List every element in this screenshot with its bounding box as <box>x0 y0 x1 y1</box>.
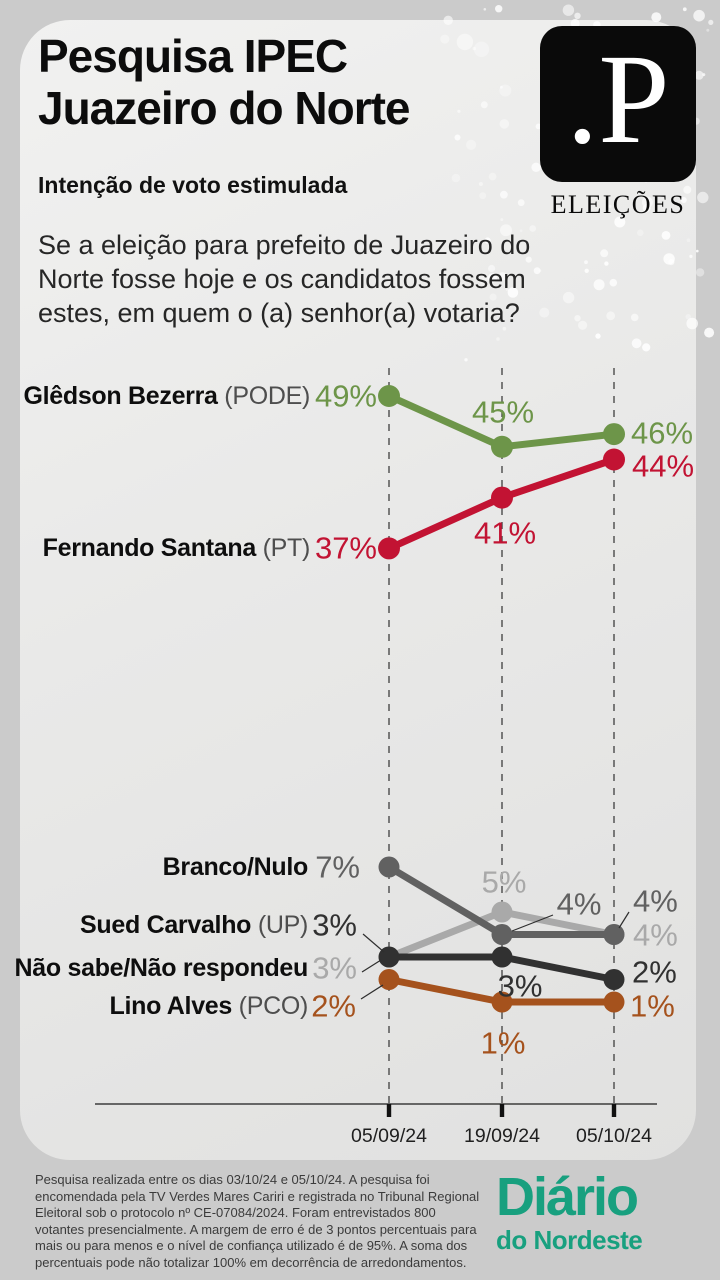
decorative-dot <box>706 28 710 32</box>
decorative-dot <box>682 7 687 12</box>
title-line-1: Pesquisa IPEC <box>38 30 348 82</box>
decorative-dot <box>697 191 709 204</box>
decorative-dot <box>495 5 503 13</box>
decorative-dot <box>704 327 715 338</box>
decorative-dot <box>562 4 575 16</box>
logo-wordmark: ELEIÇÕES <box>550 190 686 219</box>
series-label-lino: Lino Alves (PCO) <box>109 992 309 1020</box>
title-line-2: Juazeiro do Norte <box>38 82 411 134</box>
elections-logo: .P <box>540 26 696 182</box>
series-label-nao-sabe: Não sabe/Não respondeu <box>14 954 309 982</box>
methodology-note: Pesquisa realizada entre os dias 03/10/2… <box>35 1172 480 1270</box>
series-label-sued: Sued Carvalho (UP) <box>80 911 308 939</box>
decorative-dot <box>708 19 714 25</box>
series-label-gledson: Glêdson Bezerra (PODE) <box>23 382 310 410</box>
decorative-dot <box>702 73 706 77</box>
decorative-dot <box>574 12 581 19</box>
series-label-fernando: Fernando Santana (PT) <box>42 534 311 562</box>
decorative-dot <box>483 8 487 11</box>
subtitle: Intenção de voto estimulada <box>38 172 348 198</box>
decorative-dot <box>695 268 705 277</box>
logo-monogram-icon: .P <box>566 28 670 170</box>
series-label-branco-nulo: Branco/Nulo <box>162 853 309 881</box>
decorative-dot <box>693 9 705 22</box>
poll-question: Se a eleição para prefeito de Juazeiro d… <box>38 230 531 328</box>
page-title: Pesquisa IPEC Juazeiro do Norte <box>38 30 411 134</box>
decorative-dot <box>696 249 699 253</box>
diario-do-nordeste-logo: Diário do Nordeste <box>496 1167 643 1255</box>
